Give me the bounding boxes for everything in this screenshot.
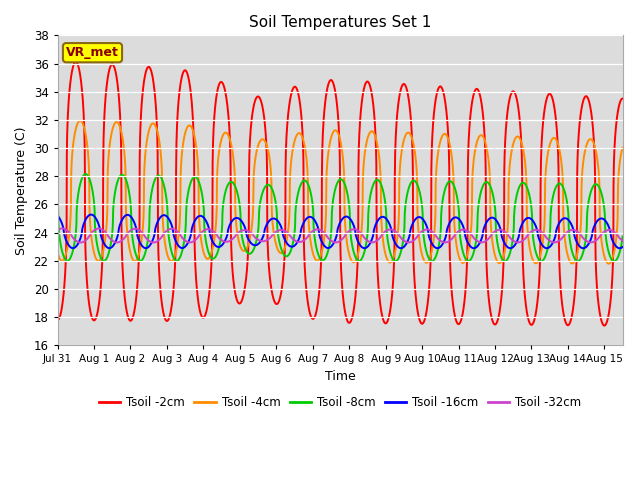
Y-axis label: Soil Temperature (C): Soil Temperature (C): [15, 126, 28, 254]
Line: Tsoil -4cm: Tsoil -4cm: [58, 120, 623, 264]
Tsoil -2cm: [600, 323, 608, 328]
Tsoil -32cm: [271, 230, 278, 236]
Tsoil -2cm: [118, 257, 126, 263]
Tsoil -16cm: [271, 216, 278, 221]
Tsoil -2cm: [54, 317, 61, 323]
Tsoil -4cm: [152, 123, 159, 129]
Tsoil -32cm: [152, 239, 160, 245]
Tsoil -8cm: [611, 258, 618, 264]
X-axis label: Time: Time: [324, 370, 355, 383]
Text: VR_met: VR_met: [66, 46, 119, 59]
Tsoil -8cm: [118, 172, 126, 178]
Tsoil -16cm: [616, 245, 623, 251]
Tsoil -4cm: [605, 261, 612, 266]
Tsoil -4cm: [76, 118, 84, 123]
Tsoil -32cm: [619, 238, 627, 243]
Tsoil -8cm: [619, 234, 627, 240]
Tsoil -16cm: [54, 213, 61, 218]
Tsoil -16cm: [547, 243, 555, 249]
Tsoil -2cm: [271, 299, 278, 304]
Tsoil -16cm: [118, 217, 126, 223]
Tsoil -8cm: [82, 171, 90, 177]
Tsoil -2cm: [619, 96, 627, 101]
Line: Tsoil -16cm: Tsoil -16cm: [58, 215, 623, 248]
Tsoil -32cm: [295, 239, 303, 245]
Tsoil -8cm: [547, 209, 555, 215]
Legend: Tsoil -2cm, Tsoil -4cm, Tsoil -8cm, Tsoil -16cm, Tsoil -32cm: Tsoil -2cm, Tsoil -4cm, Tsoil -8cm, Tsoi…: [94, 392, 586, 414]
Tsoil -4cm: [619, 145, 627, 151]
Tsoil -8cm: [152, 175, 159, 181]
Tsoil -16cm: [608, 235, 616, 241]
Tsoil -8cm: [295, 187, 303, 193]
Tsoil -2cm: [72, 59, 79, 65]
Tsoil -32cm: [547, 239, 555, 244]
Tsoil -16cm: [152, 224, 159, 230]
Tsoil -2cm: [608, 283, 616, 289]
Title: Soil Temperatures Set 1: Soil Temperatures Set 1: [249, 15, 431, 30]
Tsoil -2cm: [295, 94, 303, 100]
Tsoil -4cm: [608, 257, 616, 263]
Tsoil -16cm: [295, 236, 303, 242]
Tsoil -8cm: [608, 256, 616, 262]
Tsoil -32cm: [118, 237, 126, 243]
Line: Tsoil -2cm: Tsoil -2cm: [58, 62, 623, 325]
Tsoil -4cm: [295, 130, 303, 136]
Tsoil -4cm: [54, 250, 61, 255]
Tsoil -32cm: [77, 240, 84, 245]
Tsoil -16cm: [619, 244, 627, 250]
Line: Tsoil -32cm: Tsoil -32cm: [58, 228, 623, 242]
Tsoil -4cm: [271, 234, 278, 240]
Tsoil -8cm: [271, 193, 278, 199]
Line: Tsoil -8cm: Tsoil -8cm: [58, 174, 623, 261]
Tsoil -16cm: [87, 212, 95, 217]
Tsoil -4cm: [547, 139, 555, 144]
Tsoil -32cm: [608, 228, 616, 233]
Tsoil -32cm: [58, 226, 66, 231]
Tsoil -2cm: [547, 92, 555, 97]
Tsoil -8cm: [54, 199, 61, 204]
Tsoil -2cm: [152, 102, 159, 108]
Tsoil -4cm: [118, 133, 126, 139]
Tsoil -32cm: [54, 228, 61, 233]
